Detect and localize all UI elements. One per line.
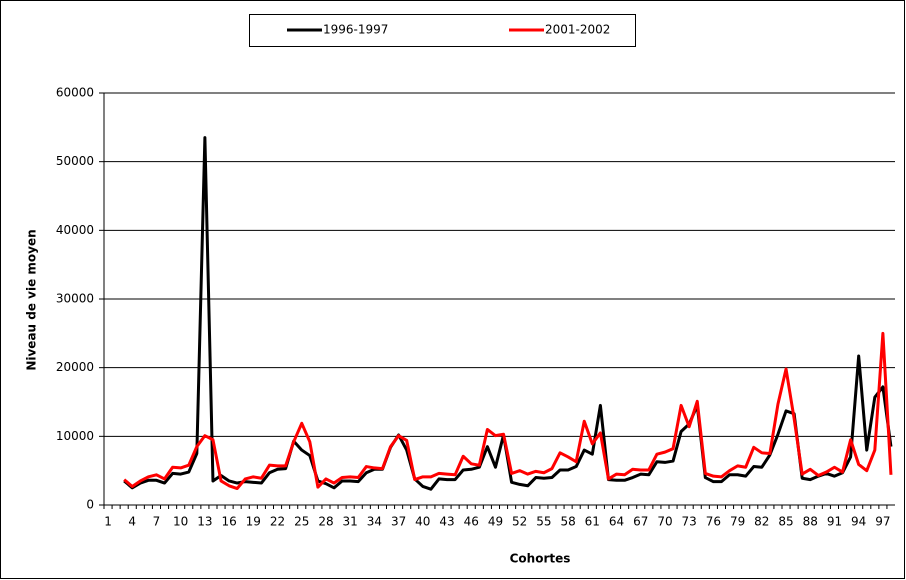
x-tick-label: 88 [803,515,818,529]
x-tick-label: 43 [439,515,454,529]
legend-label: 2001-2002 [545,23,610,37]
x-tick-label: 85 [778,515,793,529]
y-tick-label: 20000 [56,360,94,374]
x-tick-label: 94 [851,515,866,529]
x-tick-label: 46 [464,515,479,529]
x-tick-label: 52 [512,515,527,529]
x-tick-label: 37 [391,515,406,529]
x-tick-label: 79 [730,515,745,529]
x-tick-label: 4 [128,515,136,529]
x-tick-label: 55 [536,515,551,529]
x-tick-label: 64 [609,515,624,529]
x-tick-label: 28 [318,515,333,529]
y-tick-label: 0 [86,498,94,512]
x-tick-label: 22 [270,515,285,529]
y-axis-title: Niveau de vie moyen [25,229,39,370]
x-tick-label: 97 [875,515,890,529]
x-tick-label: 82 [754,515,769,529]
y-tick-label: 10000 [56,429,94,443]
y-tick-label: 30000 [56,292,94,306]
x-tick-label: 1 [104,515,112,529]
x-tick-label: 91 [827,515,842,529]
x-tick-label: 67 [633,515,648,529]
y-tick-label: 50000 [56,154,94,168]
x-tick-label: 13 [197,515,212,529]
x-tick-label: 7 [153,515,161,529]
y-tick-label: 60000 [56,86,94,100]
x-tick-label: 31 [343,515,358,529]
x-tick-label: 25 [294,515,309,529]
legend-label: 1996-1997 [323,23,388,37]
x-tick-label: 58 [560,515,575,529]
x-tick-label: 19 [246,515,261,529]
x-tick-label: 70 [657,515,672,529]
x-tick-label: 49 [488,515,503,529]
x-axis-title: Cohortes [510,552,571,566]
x-tick-label: 10 [173,515,188,529]
x-tick-label: 73 [682,515,697,529]
x-tick-label: 34 [367,515,382,529]
series-line [123,331,893,491]
x-tick-label: 61 [585,515,600,529]
y-tick-label: 40000 [56,223,94,237]
x-tick-label: 76 [706,515,721,529]
x-tick-label: 40 [415,515,430,529]
x-tick-label: 16 [221,515,236,529]
